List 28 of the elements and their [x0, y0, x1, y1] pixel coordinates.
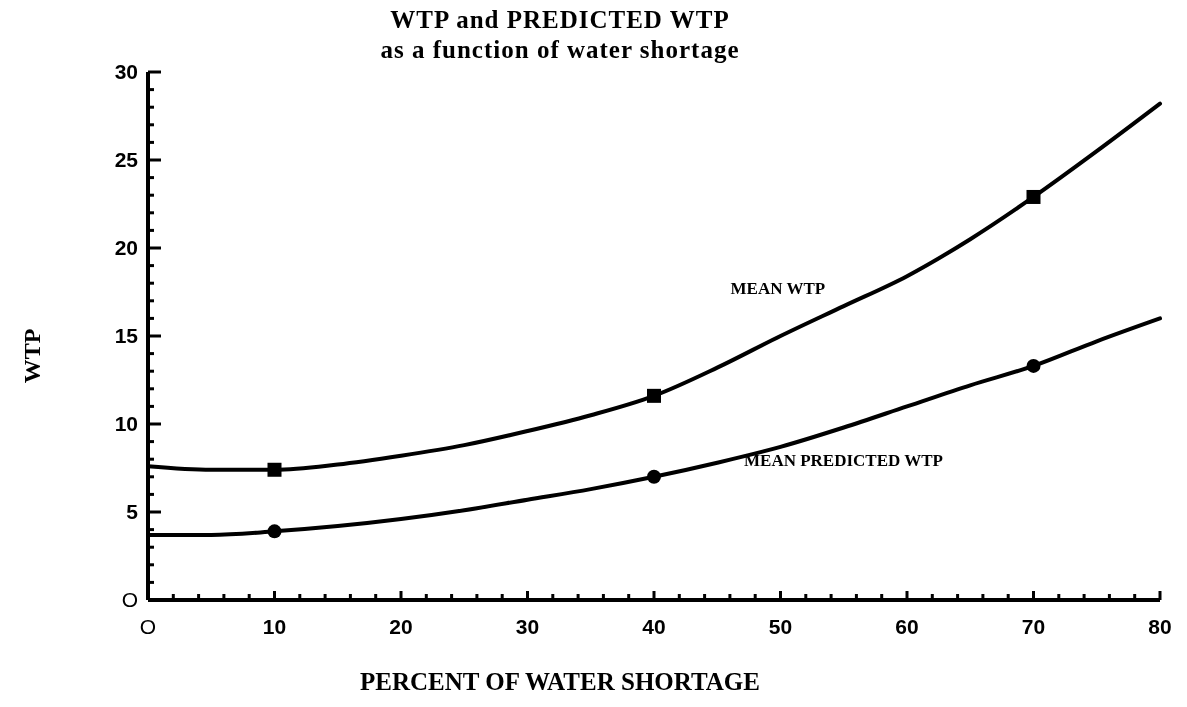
x-tick-label: 30 [515, 615, 540, 638]
x-tick-label: 50 [768, 615, 793, 638]
x-tick-label: 70 [1021, 615, 1046, 638]
y-tick-label: 20 [114, 236, 138, 259]
chart-subtitle: as a function of water shortage [380, 36, 740, 63]
x-axis-title: PERCENT OF WATER SHORTAGE [360, 668, 760, 695]
series-label: MEAN WTP [730, 279, 826, 298]
y-tick-label: 15 [114, 324, 139, 347]
point [267, 524, 282, 539]
y-tick-label: 10 [114, 412, 138, 435]
chart-title: WTP and PREDICTED WTP [390, 6, 730, 33]
y-tick-label: 30 [114, 60, 138, 83]
point [267, 462, 282, 477]
y-tick-label: 25 [114, 148, 139, 171]
x-tick-label: 40 [642, 615, 666, 638]
x-tick-label: 80 [1148, 615, 1172, 638]
y-axis-title: WTP [19, 328, 45, 384]
series-label: MEAN PREDICTED WTP [744, 451, 943, 471]
x-tick-label: 10 [262, 615, 287, 638]
x-tick-label: 20 [389, 615, 413, 638]
point [1026, 358, 1041, 373]
x-tick-label: 60 [895, 615, 919, 638]
point [647, 388, 661, 403]
point [1026, 189, 1041, 204]
x-tick-label: O [139, 615, 157, 638]
y-tick-label: 5 [126, 500, 139, 523]
y-tick-label: O [121, 588, 138, 611]
point [647, 469, 661, 484]
